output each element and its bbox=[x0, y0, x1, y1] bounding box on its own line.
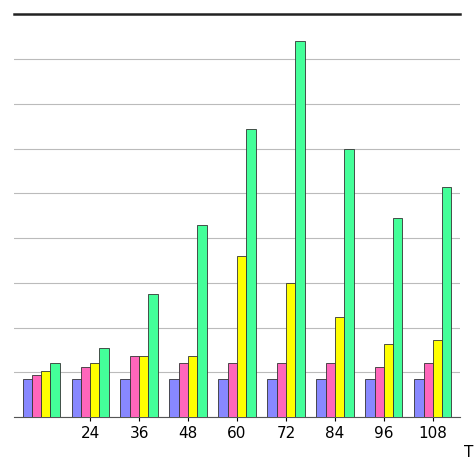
Bar bbox=[267, 379, 277, 417]
Bar bbox=[326, 364, 335, 417]
Bar bbox=[197, 225, 207, 417]
Bar bbox=[139, 356, 148, 417]
Bar bbox=[50, 364, 60, 417]
Bar bbox=[335, 318, 344, 417]
Bar bbox=[41, 371, 50, 417]
Bar bbox=[237, 256, 246, 417]
Bar bbox=[277, 364, 286, 417]
Bar bbox=[374, 367, 384, 417]
Bar bbox=[219, 379, 228, 417]
Bar bbox=[384, 344, 393, 417]
Bar bbox=[316, 379, 326, 417]
Bar bbox=[442, 187, 451, 417]
Bar bbox=[90, 364, 100, 417]
Bar bbox=[365, 379, 374, 417]
Bar bbox=[414, 379, 424, 417]
Bar bbox=[23, 379, 32, 417]
Bar bbox=[188, 356, 197, 417]
Bar bbox=[393, 218, 402, 417]
Bar bbox=[100, 348, 109, 417]
Bar bbox=[169, 379, 179, 417]
Text: Time,: Time, bbox=[464, 446, 474, 460]
Bar bbox=[72, 379, 81, 417]
Bar bbox=[295, 41, 305, 417]
Bar bbox=[228, 364, 237, 417]
Bar bbox=[130, 356, 139, 417]
Bar bbox=[433, 340, 442, 417]
Bar bbox=[344, 148, 354, 417]
Bar bbox=[148, 294, 158, 417]
Bar bbox=[81, 367, 90, 417]
Bar bbox=[246, 129, 255, 417]
Bar bbox=[179, 364, 188, 417]
Bar bbox=[32, 375, 41, 417]
Bar bbox=[286, 283, 295, 417]
Bar bbox=[120, 379, 130, 417]
Bar bbox=[424, 364, 433, 417]
